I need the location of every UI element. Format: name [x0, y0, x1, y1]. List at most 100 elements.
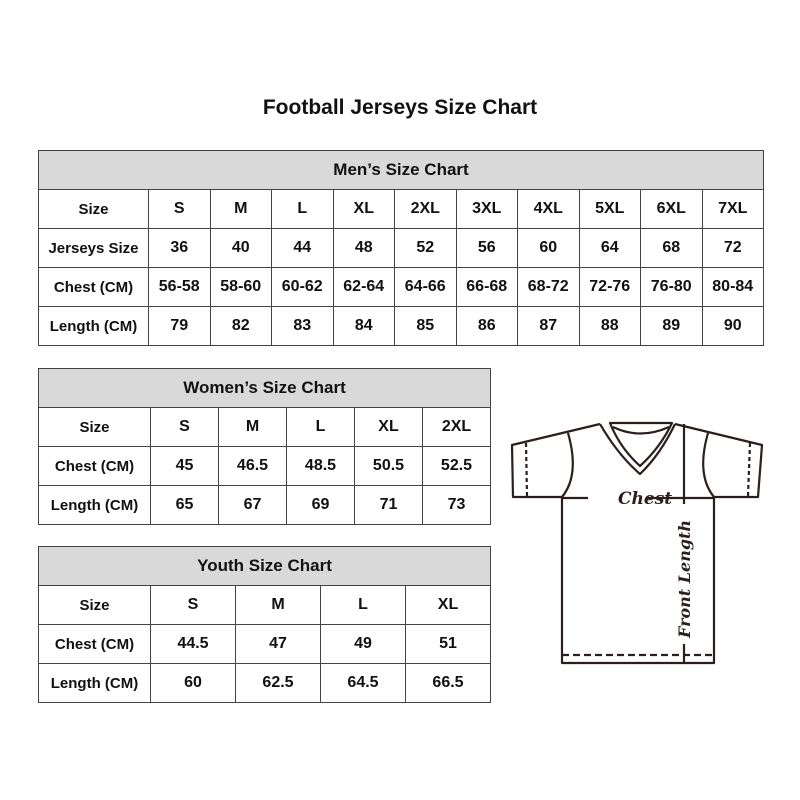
table-cell: 64-66 — [394, 267, 457, 307]
table-cell: 66.5 — [405, 663, 491, 703]
table-cell: M — [218, 407, 287, 447]
table-cell: 44.5 — [150, 624, 236, 664]
table-cell: 71 — [354, 485, 423, 525]
women-table-row: Size S M L XL 2XL — [38, 407, 491, 447]
table-cell: 58-60 — [209, 267, 272, 307]
row-label: Chest (CM) — [38, 446, 151, 486]
table-cell: 7XL — [701, 189, 764, 229]
left-sleeve-hem — [524, 442, 529, 497]
table-cell: 76-80 — [640, 267, 703, 307]
table-cell: 72-76 — [578, 267, 641, 307]
men-table-heading: Men’s Size Chart — [38, 150, 764, 190]
youth-table-row: Size S M L XL — [38, 585, 491, 625]
jersey-measurement-diagram: Chest Front Length — [510, 421, 764, 665]
table-cell: M — [235, 585, 321, 625]
table-cell: 87 — [517, 306, 580, 346]
left-armhole — [561, 432, 574, 498]
women-table-row: Chest (CM) 45 46.5 48.5 50.5 52.5 — [38, 446, 491, 486]
table-cell: 85 — [394, 306, 457, 346]
table-cell: 62.5 — [235, 663, 321, 703]
table-cell: 2XL — [394, 189, 457, 229]
table-cell: 49 — [320, 624, 406, 664]
table-cell: 84 — [332, 306, 395, 346]
chest-label: Chest — [618, 489, 672, 509]
table-cell: 50.5 — [354, 446, 423, 486]
table-cell: 89 — [640, 306, 703, 346]
table-cell: 56-58 — [148, 267, 211, 307]
page-title: Football Jerseys Size Chart — [262, 96, 538, 119]
collar-outer — [599, 423, 676, 476]
table-cell: 4XL — [517, 189, 580, 229]
table-cell: 65 — [150, 485, 219, 525]
table-cell: 47 — [235, 624, 321, 664]
table-cell: L — [271, 189, 334, 229]
row-label: Length (CM) — [38, 306, 149, 346]
table-cell: 44 — [271, 228, 334, 268]
table-cell: 79 — [148, 306, 211, 346]
table-cell: 48 — [332, 228, 395, 268]
youth-table-row: Chest (CM) 44.5 47 49 51 — [38, 624, 491, 664]
table-cell: S — [150, 585, 236, 625]
women-size-table: Women’s Size Chart Size S M L XL 2XL Chest (CM… — [38, 368, 491, 525]
men-size-table: Men’s Size Chart Size S M L XL 2XL 3XL 4XL 5XL 6X… — [38, 150, 764, 346]
table-cell: 86 — [455, 306, 518, 346]
table-cell: XL — [405, 585, 491, 625]
table-cell: 64.5 — [320, 663, 406, 703]
collar-inner — [608, 421, 674, 468]
youth-table-row: Length (CM) 60 62.5 64.5 66.5 — [38, 663, 491, 703]
table-cell: 2XL — [422, 407, 491, 447]
jersey-outline — [510, 422, 764, 665]
row-label: Length (CM) — [38, 485, 151, 525]
youth-size-table: Youth Size Chart Size S M L XL Chest (CM) 44.5… — [38, 546, 491, 703]
table-cell: M — [209, 189, 272, 229]
youth-table-heading: Youth Size Chart — [38, 546, 491, 586]
front-length-label: Front Length — [675, 520, 694, 639]
women-table-heading: Women’s Size Chart — [38, 368, 491, 408]
right-armhole — [702, 432, 715, 498]
collar-back — [612, 425, 670, 435]
table-cell: 62-64 — [332, 267, 395, 307]
table-cell: 56 — [455, 228, 518, 268]
table-cell: 48.5 — [286, 446, 355, 486]
men-table-row: Length (CM) 79 82 83 84 85 86 87 88 89 90 — [38, 306, 764, 346]
table-cell: XL — [354, 407, 423, 447]
table-cell: 60-62 — [271, 267, 334, 307]
table-cell: 72 — [701, 228, 764, 268]
table-cell: 83 — [271, 306, 334, 346]
table-cell: 3XL — [455, 189, 518, 229]
table-cell: L — [286, 407, 355, 447]
table-cell: 46.5 — [218, 446, 287, 486]
table-cell: 45 — [150, 446, 219, 486]
row-label: Size — [38, 189, 149, 229]
table-cell: 88 — [578, 306, 641, 346]
row-label: Size — [38, 407, 151, 447]
row-label: Chest (CM) — [38, 267, 149, 307]
row-label: Size — [38, 585, 151, 625]
table-cell: 69 — [286, 485, 355, 525]
men-table-row: Chest (CM) 56-58 58-60 60-62 62-64 64-66 66-68… — [38, 267, 764, 307]
table-cell: L — [320, 585, 406, 625]
table-cell: 52 — [394, 228, 457, 268]
table-cell: 90 — [701, 306, 764, 346]
table-cell: 67 — [218, 485, 287, 525]
row-label: Length (CM) — [38, 663, 151, 703]
men-table-row: Jerseys Size 36 40 44 48 52 56 60 64 68 72 — [38, 228, 764, 268]
right-sleeve-hem — [746, 442, 752, 497]
table-cell: 66-68 — [455, 267, 518, 307]
table-cell: S — [148, 189, 211, 229]
table-cell: 82 — [209, 306, 272, 346]
table-cell: 5XL — [578, 189, 641, 229]
table-cell: 60 — [517, 228, 580, 268]
women-table-row: Length (CM) 65 67 69 71 73 — [38, 485, 491, 525]
table-cell: 73 — [422, 485, 491, 525]
table-cell: XL — [332, 189, 395, 229]
table-cell: 52.5 — [422, 446, 491, 486]
men-table-row: Size S M L XL 2XL 3XL 4XL 5XL 6XL 7XL — [38, 189, 764, 229]
table-cell: 40 — [209, 228, 272, 268]
table-cell: 68 — [640, 228, 703, 268]
table-cell: 64 — [578, 228, 641, 268]
table-cell: 68-72 — [517, 267, 580, 307]
table-cell: 36 — [148, 228, 211, 268]
table-cell: 6XL — [640, 189, 703, 229]
